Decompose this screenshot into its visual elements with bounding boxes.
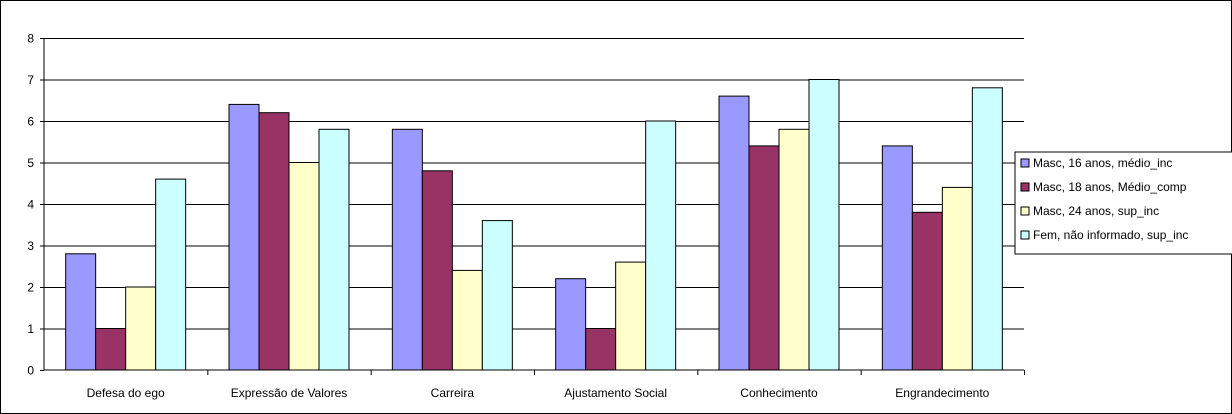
x-tick-label: Conhecimento xyxy=(740,386,818,400)
bar xyxy=(66,254,96,370)
bar xyxy=(319,129,349,370)
y-tick-label: 4 xyxy=(27,198,34,212)
y-tick-label: 1 xyxy=(27,322,34,336)
bar xyxy=(912,212,942,370)
bar xyxy=(452,270,482,370)
y-tick-label: 8 xyxy=(27,32,34,46)
x-tick-label: Defesa do ego xyxy=(87,386,165,400)
bar xyxy=(719,96,749,370)
bar xyxy=(392,129,422,370)
bar xyxy=(972,88,1002,370)
bar xyxy=(749,146,779,370)
bar xyxy=(882,146,912,370)
x-tick-label: Expressão de Valores xyxy=(231,386,348,400)
legend-swatch xyxy=(1021,183,1029,191)
y-tick-label: 6 xyxy=(27,115,34,129)
bar xyxy=(289,163,319,371)
bar xyxy=(126,287,156,370)
bar xyxy=(809,80,839,371)
x-tick-label: Engrandecimento xyxy=(895,386,989,400)
x-tick-label: Carreira xyxy=(431,386,475,400)
bar xyxy=(96,329,126,371)
y-tick-label: 5 xyxy=(27,156,34,170)
legend-label: Masc, 16 anos, médio_inc xyxy=(1033,156,1172,170)
y-tick-label: 2 xyxy=(27,281,34,295)
bar xyxy=(422,171,452,370)
legend-swatch xyxy=(1021,159,1029,167)
legend-label: Fem, não informado, sup_inc xyxy=(1033,228,1188,242)
legend-swatch xyxy=(1021,207,1029,215)
bar xyxy=(616,262,646,370)
y-tick-label: 7 xyxy=(27,73,34,87)
y-tick-label: 3 xyxy=(27,239,34,253)
bar xyxy=(942,187,972,370)
x-tick-label: Ajustamento Social xyxy=(564,386,667,400)
bar xyxy=(646,121,676,370)
legend-label: Masc, 24 anos, sup_inc xyxy=(1033,204,1159,218)
y-tick-label: 0 xyxy=(27,364,34,378)
bar xyxy=(229,104,259,370)
bar xyxy=(259,113,289,370)
legend-swatch xyxy=(1021,231,1029,239)
bar xyxy=(779,129,809,370)
bar xyxy=(556,279,586,370)
bar xyxy=(156,179,186,370)
legend-label: Masc, 18 anos, Médio_comp xyxy=(1033,180,1187,194)
bar xyxy=(482,221,512,370)
bar xyxy=(586,329,616,371)
legend: Masc, 16 anos, médio_inc Masc, 18 anos, M… xyxy=(1015,152,1232,254)
